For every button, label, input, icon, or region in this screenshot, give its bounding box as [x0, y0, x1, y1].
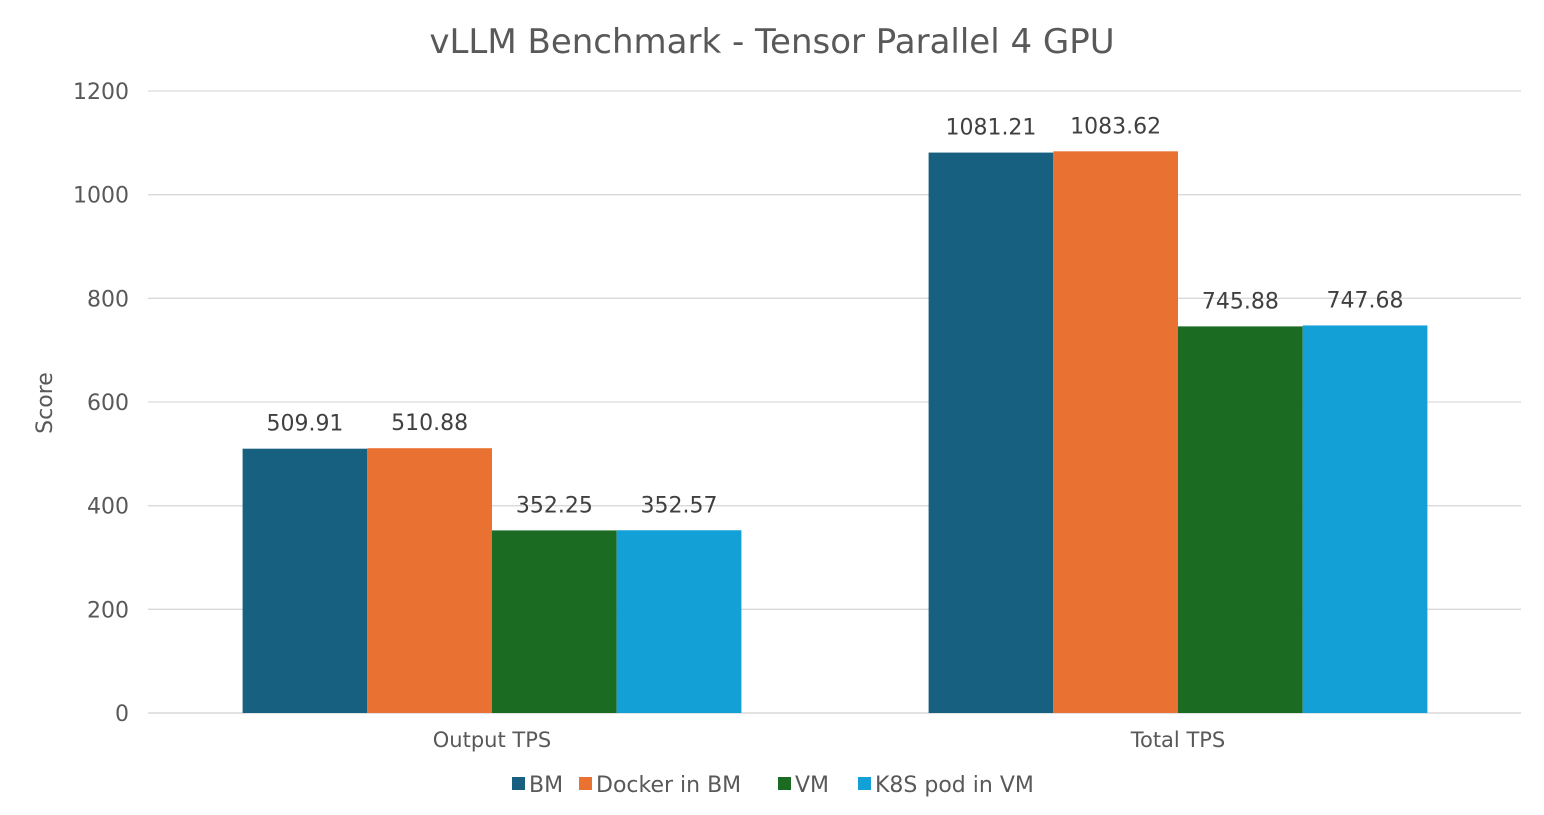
y-tick-label: 600: [87, 391, 129, 416]
y-tick-label: 400: [87, 495, 129, 520]
y-tick-label: 1000: [73, 184, 129, 209]
data-label: 745.88: [1202, 289, 1279, 314]
bar-bm-output-tps: [242, 448, 368, 713]
y-tick-label: 1200: [73, 80, 129, 105]
legend-swatch: [512, 777, 525, 790]
x-category-label: Output TPS: [433, 728, 551, 752]
data-label: 509.91: [266, 412, 343, 437]
legend-swatch: [778, 777, 791, 790]
bar-k8s-pod-in-vm-output-tps: [616, 530, 742, 713]
y-axis-title: Score: [33, 372, 58, 434]
chart-title: vLLM Benchmark - Tensor Parallel 4 GPU: [429, 22, 1114, 62]
data-label: 352.57: [641, 493, 718, 518]
y-tick-label: 0: [115, 702, 129, 727]
y-tick-label: 200: [87, 598, 129, 623]
bar-docker-in-bm-total-tps: [1053, 151, 1178, 714]
bar-k8s-pod-in-vm-total-tps: [1302, 325, 1428, 713]
data-label: 510.88: [391, 411, 468, 436]
legend-swatch: [579, 777, 592, 790]
x-axis-category-labels: Output TPS Total TPS: [433, 728, 1226, 752]
data-label: 1081.21: [945, 116, 1036, 141]
y-axis-ticks: 0 200 400 600 800 1000 1200: [73, 80, 129, 727]
data-labels: 509.91 510.88 352.25 352.57 1081.21 1083.62 74…: [266, 114, 1403, 518]
bar-docker-in-bm-output-tps: [367, 448, 492, 713]
bar-vm-output-tps: [492, 530, 617, 713]
legend: BM Docker in BM VM K8S pod in VM: [512, 773, 1034, 798]
data-label: 747.68: [1327, 288, 1404, 313]
data-label: 1083.62: [1070, 114, 1161, 139]
data-label: 352.25: [516, 493, 593, 518]
legend-swatch: [858, 777, 871, 790]
legend-label: Docker in BM: [596, 773, 741, 798]
y-tick-label: 800: [87, 287, 129, 312]
legend-label: BM: [529, 773, 563, 798]
bars: [242, 151, 1428, 714]
bar-vm-total-tps: [1178, 326, 1303, 713]
bar-bm-total-tps: [928, 152, 1054, 713]
x-category-label: Total TPS: [1130, 728, 1226, 752]
legend-label: VM: [795, 773, 829, 798]
legend-label: K8S pod in VM: [875, 773, 1034, 798]
